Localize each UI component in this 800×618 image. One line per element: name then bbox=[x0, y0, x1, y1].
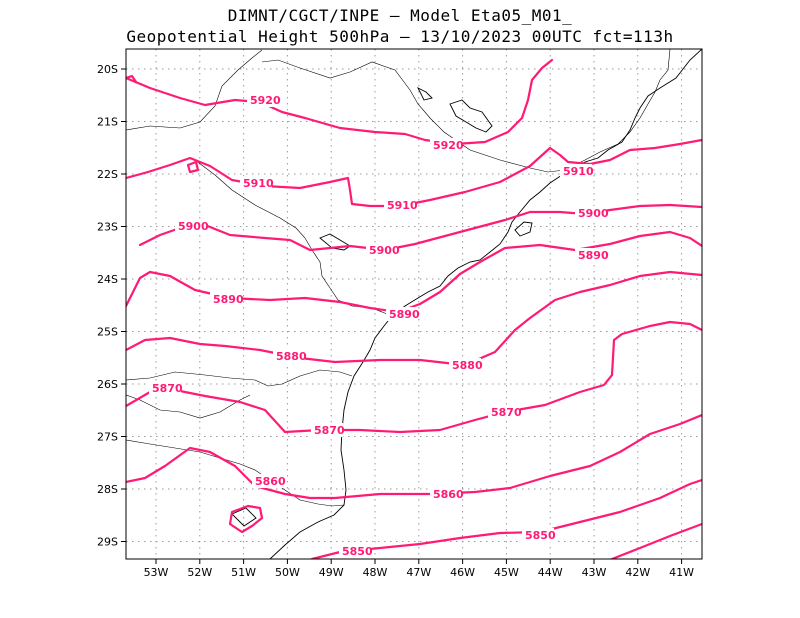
contour-label: 5900 bbox=[369, 244, 400, 257]
contour-label: 5870 bbox=[314, 424, 345, 437]
island-sao-sebastiao bbox=[514, 221, 533, 237]
lon-tick-label: 44W bbox=[538, 566, 563, 579]
contour-5860-closed bbox=[228, 504, 264, 534]
contour-5920 bbox=[126, 58, 554, 146]
lon-tick-label: 45W bbox=[494, 566, 519, 579]
contour-label: 5900 bbox=[178, 220, 209, 233]
contour-label: 5890 bbox=[213, 293, 244, 306]
lon-tick-label: 43W bbox=[582, 566, 607, 579]
contour-label: 5890 bbox=[578, 249, 609, 262]
lon-tick-label: 52W bbox=[187, 566, 212, 579]
contour-label: 5880 bbox=[276, 350, 307, 363]
lon-tick-label: 51W bbox=[231, 566, 256, 579]
lat-tick-label: 22S bbox=[97, 168, 118, 181]
contour-label: 5910 bbox=[387, 199, 418, 212]
country-border-west bbox=[126, 394, 251, 419]
contour-label: 5900 bbox=[578, 207, 609, 220]
lat-tick-label: 25S bbox=[97, 326, 118, 339]
state-border-pr-sc bbox=[126, 369, 353, 387]
contour-corner-loop bbox=[126, 74, 138, 84]
lat-tick-label: 21S bbox=[97, 116, 118, 129]
lon-tick-label: 47W bbox=[406, 566, 431, 579]
map-title-line-2: Geopotential Height 500hPa – 13/10/2023 … bbox=[126, 27, 674, 46]
contour-labels: 5920 5920 5910 5910 5910 5900 5900 5900 … bbox=[149, 93, 609, 558]
contour-label: 5880 bbox=[452, 359, 483, 372]
contour-5900 bbox=[138, 203, 702, 252]
contour-label: 5920 bbox=[433, 139, 464, 152]
contour-label: 5910 bbox=[243, 177, 274, 190]
lon-tick-label: 46W bbox=[450, 566, 475, 579]
lon-tick-label: 42W bbox=[625, 566, 650, 579]
lon-tick-label: 41W bbox=[669, 566, 694, 579]
lon-tick-label: 50W bbox=[275, 566, 300, 579]
plot-frame bbox=[125, 48, 703, 560]
reservoir-outline bbox=[449, 99, 493, 133]
lat-tick-label: 29S bbox=[97, 536, 118, 549]
lake-outline-2 bbox=[231, 507, 257, 527]
lon-tick-label: 49W bbox=[319, 566, 344, 579]
contour-5850 bbox=[310, 478, 702, 559]
contour-label: 5870 bbox=[491, 406, 522, 419]
contour-label: 5850 bbox=[525, 529, 556, 542]
contour-5880 bbox=[126, 270, 702, 367]
contour-5840 bbox=[610, 522, 702, 559]
contour-small-loop bbox=[186, 160, 200, 174]
contour-5890 bbox=[126, 230, 702, 314]
lat-tick-label: 28S bbox=[97, 483, 118, 496]
contour-label: 5850 bbox=[342, 545, 373, 558]
contour-label: 5860 bbox=[433, 488, 464, 501]
lat-tick-label: 20S bbox=[97, 63, 118, 76]
state-border-mg-sp bbox=[261, 59, 566, 173]
contour-5870 bbox=[126, 320, 702, 434]
contour-label: 5860 bbox=[255, 475, 286, 488]
axis-ticks: 20S 21S 22S 23S 24S 25S 26S 27S 28S 29S 53W 52W 51W 5… bbox=[97, 63, 694, 579]
lon-tick-label: 48W bbox=[363, 566, 388, 579]
lat-tick-label: 23S bbox=[97, 221, 118, 234]
contour-label: 5920 bbox=[250, 94, 281, 107]
lat-tick-label: 24S bbox=[97, 273, 118, 286]
map-title-line-1: DIMNT/CGCT/INPE – Model Eta05_M01_ bbox=[227, 6, 573, 25]
lat-tick-label: 26S bbox=[97, 378, 118, 391]
contour-label: 5890 bbox=[389, 308, 420, 321]
lake-outline bbox=[416, 86, 433, 101]
state-border-sc-rs bbox=[126, 439, 345, 507]
lon-tick-label: 53W bbox=[144, 566, 169, 579]
state-border-ms-sp bbox=[126, 49, 263, 131]
contour-label: 5910 bbox=[563, 165, 594, 178]
coastline bbox=[269, 49, 702, 559]
contour-5860 bbox=[126, 413, 702, 500]
lat-tick-label: 27S bbox=[97, 431, 118, 444]
state-border-mg-rj bbox=[564, 49, 671, 171]
contour-label: 5870 bbox=[152, 382, 183, 395]
